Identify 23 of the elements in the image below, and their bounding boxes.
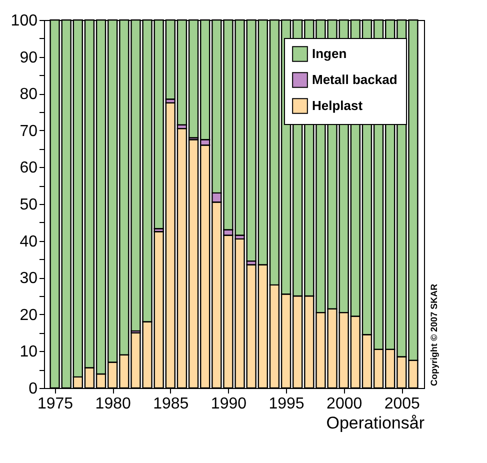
x-tick-label: 1975 <box>37 396 74 412</box>
y-tick-label: 70 <box>20 122 38 140</box>
y-tick-label: 60 <box>20 160 38 177</box>
y-tick-label: 30 <box>20 270 38 288</box>
x-tick-label: 1980 <box>95 396 131 412</box>
text: Copyright © 2007 SKAR <box>429 283 439 386</box>
y-tick-label: 40 <box>20 233 38 250</box>
y-tick-label: 80 <box>20 86 38 104</box>
x-tick-label: 1990 <box>210 396 247 412</box>
legend-label: Metall backad <box>312 72 398 87</box>
legend-label: Helplast <box>312 98 364 113</box>
x-tick-label: 1995 <box>268 396 304 412</box>
x-axis-title: Operationsår <box>326 414 425 432</box>
legend-label: Ingen <box>312 46 347 61</box>
y-tick-label: 100 <box>10 12 38 30</box>
y-tick-label: 0 <box>28 380 38 398</box>
x-tick-label: 2000 <box>326 396 362 412</box>
x-tick-label: 1985 <box>153 396 189 412</box>
y-tick-label: 10 <box>20 344 38 361</box>
y-tick-label: 90 <box>20 49 38 66</box>
x-tick-label: 2005 <box>384 396 420 412</box>
y-tick-label: 20 <box>20 306 38 324</box>
y-tick-label: 50 <box>20 196 38 214</box>
